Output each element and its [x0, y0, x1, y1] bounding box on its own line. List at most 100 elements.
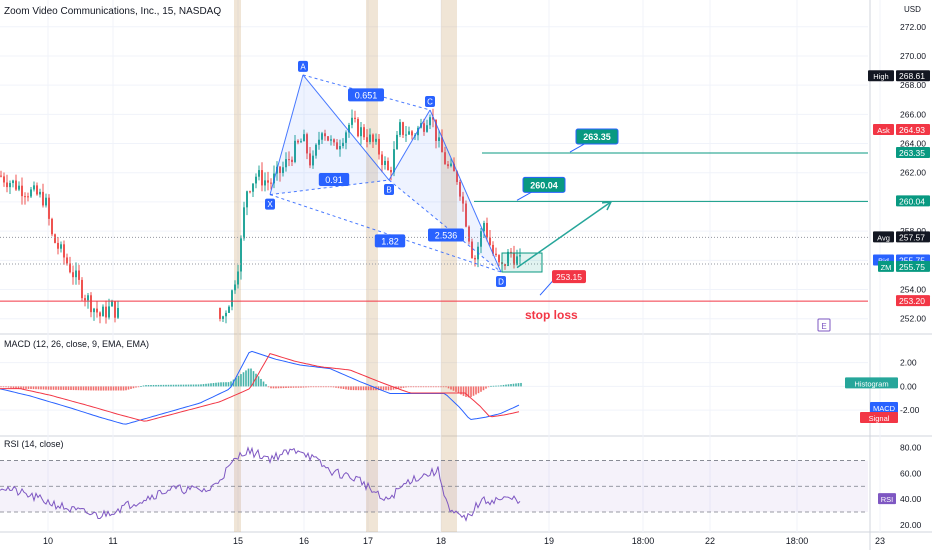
- histogram-bar: [197, 384, 200, 387]
- candle-body: [363, 127, 365, 138]
- candle-body: [18, 185, 20, 190]
- candle-body: [453, 163, 455, 172]
- histogram-bar: [480, 386, 482, 392]
- price-tick-label: 252.00: [900, 314, 926, 324]
- candle-body: [381, 154, 383, 165]
- histogram-bar: [207, 383, 210, 387]
- histogram-bar: [345, 386, 347, 390]
- candle-body: [408, 131, 410, 135]
- projection-arrow: [516, 201, 612, 269]
- candle-body: [222, 316, 224, 319]
- candle-body: [246, 191, 248, 208]
- candle-body: [219, 307, 221, 319]
- candle-body: [6, 182, 8, 188]
- candle-body: [240, 238, 242, 272]
- histogram-bar: [205, 383, 207, 387]
- price-badge-tag: [873, 123, 894, 135]
- candle-body: [51, 218, 53, 235]
- price-badge-tag-label: Avg: [877, 233, 890, 242]
- price-badge-value: 255.75: [899, 255, 925, 265]
- histogram-bar: [75, 386, 77, 391]
- candle-body: [255, 176, 257, 184]
- histogram-bar: [427, 386, 430, 388]
- x-tick-label: 15: [233, 536, 243, 546]
- rsi-pane: RSI: [0, 446, 896, 522]
- histogram-bar: [442, 386, 445, 388]
- histogram-bar: [190, 384, 192, 387]
- histogram-bar: [110, 386, 112, 391]
- session-shade: [366, 0, 378, 532]
- candle-body: [90, 295, 92, 313]
- histogram-bar: [27, 386, 30, 389]
- histogram-bar: [57, 386, 60, 390]
- target-callout: [575, 128, 619, 145]
- histogram-bar: [452, 386, 455, 391]
- histogram-bar: [297, 386, 300, 388]
- candle-body: [93, 308, 95, 313]
- price-badge: [896, 70, 930, 82]
- histogram-bar: [72, 386, 75, 391]
- pattern-leg: [269, 194, 502, 273]
- axes: Zoom Video Communications, Inc., 15, NAS…: [4, 5, 930, 546]
- currency-label: USD: [904, 5, 921, 14]
- histogram-bar: [435, 386, 437, 388]
- pattern-fill: [389, 109, 501, 272]
- histogram-bar: [132, 386, 135, 389]
- price-badge-tag: [873, 231, 894, 243]
- candle-body: [111, 301, 113, 307]
- x-tick-label: 18:00: [786, 536, 809, 546]
- histogram-bar: [500, 385, 502, 387]
- histogram-bar: [412, 386, 415, 388]
- histogram-bar: [300, 386, 302, 388]
- x-tick-label: 22: [705, 536, 715, 546]
- projection-arrowhead: [601, 201, 613, 211]
- histogram-bar: [520, 382, 522, 387]
- stop-callout-label: 253.15: [556, 272, 582, 282]
- histogram-bar: [407, 386, 410, 388]
- pattern-point-badge: [298, 60, 308, 72]
- histogram-bar: [157, 384, 160, 387]
- candle-body: [66, 257, 68, 264]
- ratio-badge: [348, 88, 384, 102]
- rsi-badge: [878, 493, 896, 505]
- histogram-bar: [230, 381, 232, 387]
- histogram-bar: [10, 386, 12, 388]
- candle-body: [243, 207, 245, 239]
- histogram-bar: [7, 386, 10, 388]
- histogram-bar: [155, 384, 157, 387]
- histogram-bar: [252, 371, 255, 387]
- histogram-bar: [457, 386, 460, 394]
- candle-body: [21, 185, 23, 197]
- histogram-bar: [150, 385, 152, 387]
- macd-legend-badge: [845, 377, 898, 389]
- candle-body: [60, 244, 62, 249]
- histogram-bar: [325, 386, 327, 388]
- x-tick-label: 23: [875, 536, 885, 546]
- candle-body: [369, 134, 371, 142]
- histogram-bar: [20, 386, 22, 389]
- position-box: [501, 252, 543, 273]
- rsi-badge-label: RSI: [881, 495, 894, 504]
- candle-body: [288, 159, 290, 161]
- candle-body: [303, 134, 305, 142]
- histogram-bar: [472, 386, 475, 396]
- histogram-bar: [392, 386, 395, 390]
- price-badge: [896, 195, 930, 207]
- histogram-bar: [52, 386, 55, 390]
- histogram-bar: [152, 384, 155, 387]
- candle-body: [447, 164, 449, 167]
- histogram-bar: [90, 386, 92, 391]
- histogram-bar: [387, 386, 390, 391]
- candle-body: [492, 244, 494, 254]
- histogram-bar: [105, 386, 107, 391]
- candle-body: [507, 251, 509, 266]
- candle-body: [45, 197, 47, 206]
- histogram-bar: [367, 386, 370, 391]
- histogram-bar: [172, 384, 175, 387]
- ratio-label: 0.91: [325, 175, 343, 185]
- candle-body: [36, 185, 38, 195]
- histogram-bar: [125, 386, 127, 391]
- histogram-bar: [162, 384, 165, 387]
